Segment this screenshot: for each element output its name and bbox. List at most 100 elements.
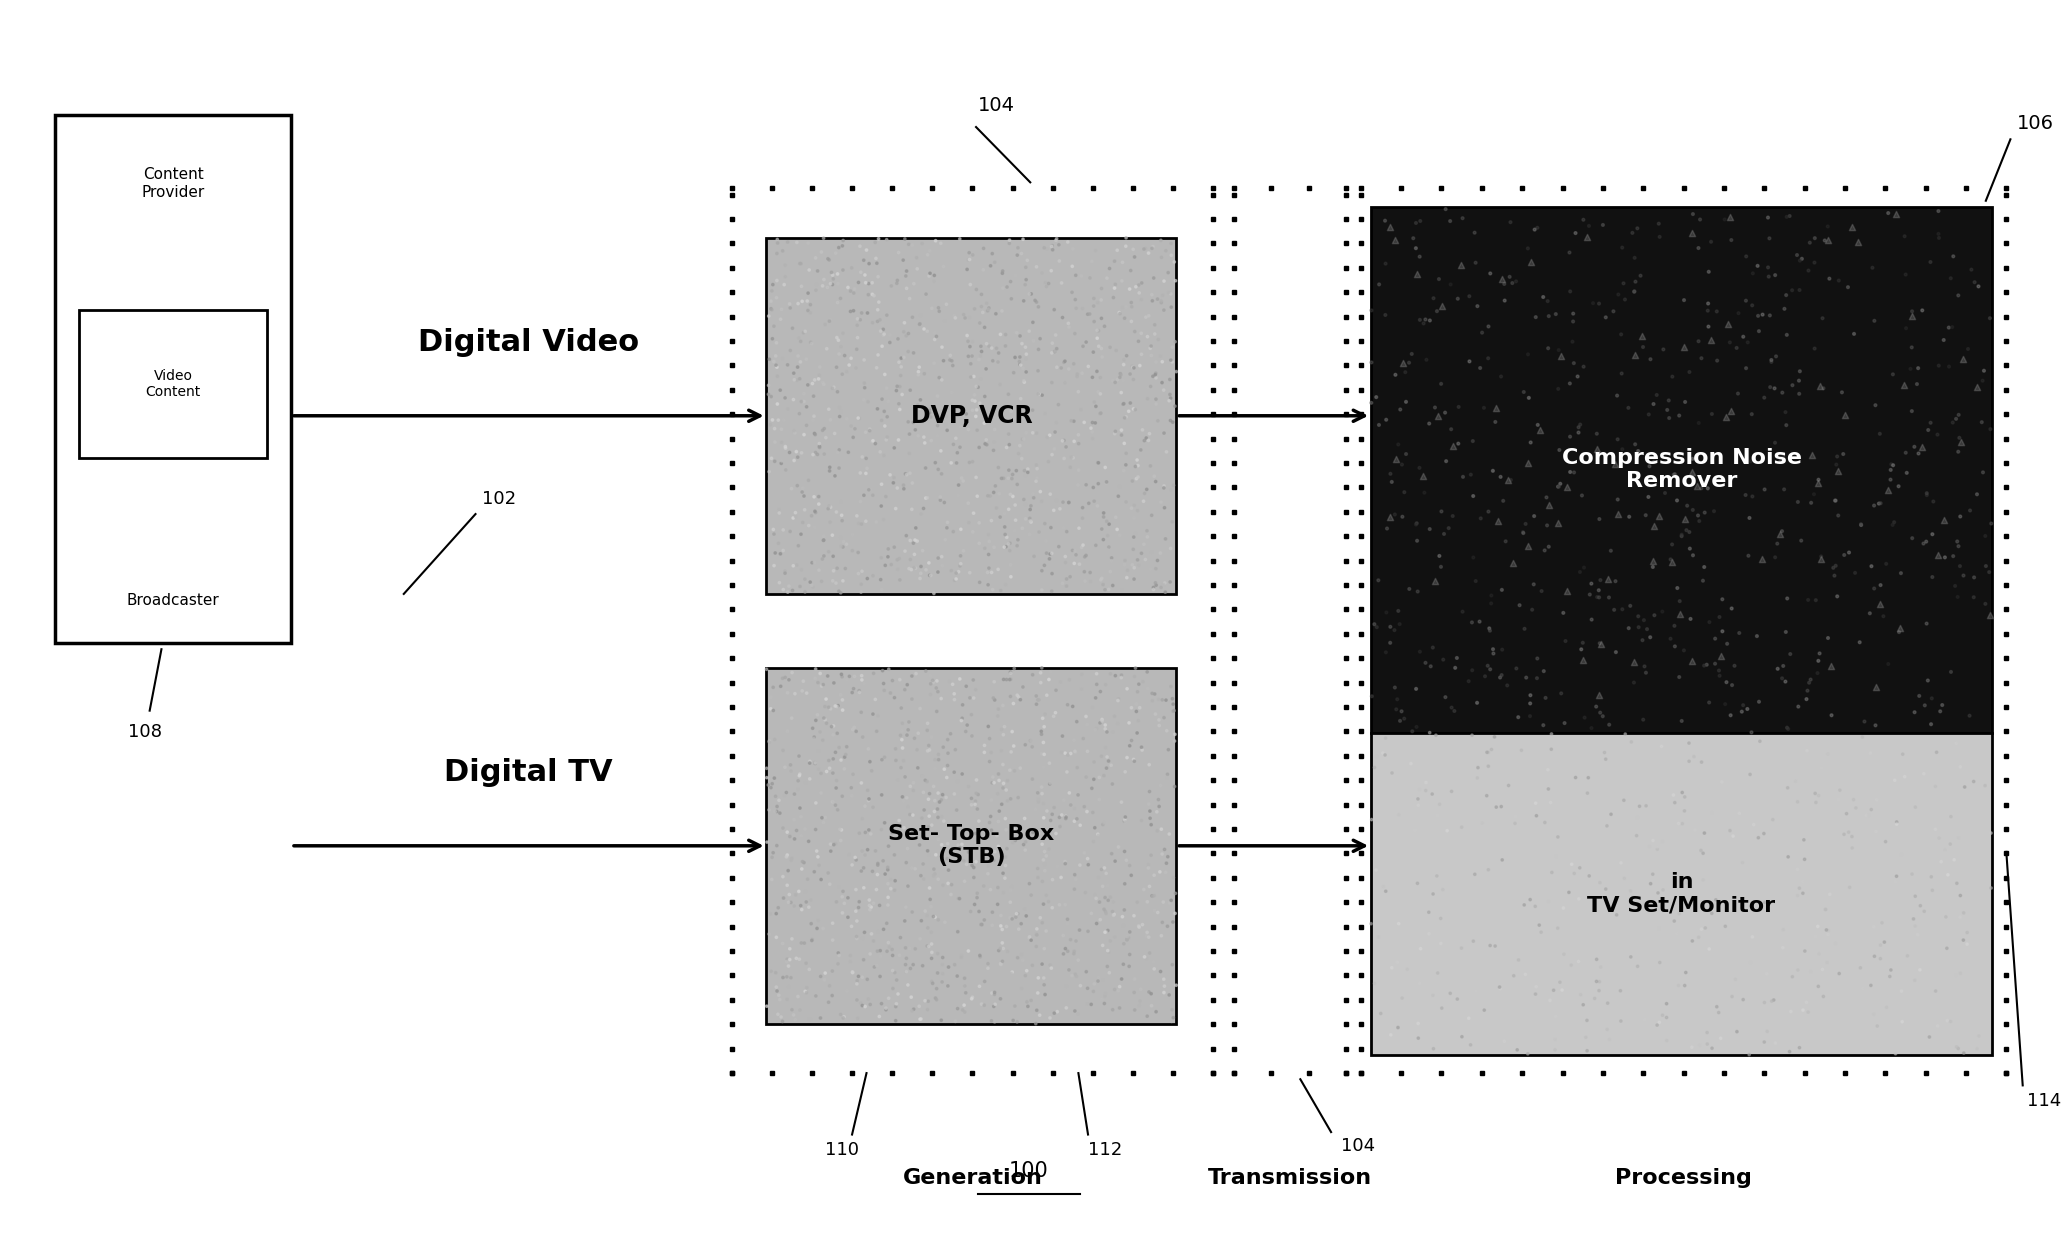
Point bbox=[1899, 917, 1932, 936]
Point bbox=[859, 841, 893, 861]
Point bbox=[1122, 991, 1156, 1011]
Text: Compression Noise
Remover: Compression Noise Remover bbox=[1562, 448, 1802, 491]
Point bbox=[971, 959, 1004, 978]
Point bbox=[816, 547, 849, 567]
Point bbox=[1009, 398, 1042, 418]
Point bbox=[1673, 522, 1707, 542]
Point bbox=[1027, 975, 1060, 995]
Point bbox=[938, 762, 971, 782]
Point bbox=[1427, 524, 1460, 544]
Point bbox=[1470, 785, 1504, 805]
Point bbox=[791, 870, 824, 889]
Point bbox=[982, 699, 1015, 719]
Point bbox=[752, 307, 785, 327]
Point bbox=[1009, 349, 1042, 369]
Point bbox=[1709, 209, 1742, 229]
Point bbox=[926, 338, 959, 357]
Point bbox=[973, 845, 1007, 865]
Text: Processing: Processing bbox=[1615, 1168, 1752, 1188]
Point bbox=[1135, 376, 1168, 396]
Point bbox=[837, 962, 870, 982]
Point bbox=[930, 518, 963, 538]
Point bbox=[930, 512, 963, 532]
Point bbox=[1675, 461, 1709, 481]
Point bbox=[1970, 526, 2003, 546]
Point bbox=[1013, 285, 1046, 304]
Point bbox=[768, 668, 801, 688]
Point bbox=[868, 919, 901, 939]
Point bbox=[1891, 946, 1924, 966]
Point bbox=[1075, 418, 1108, 438]
Point bbox=[816, 571, 849, 591]
Point bbox=[917, 673, 951, 693]
Point bbox=[1145, 844, 1178, 863]
Point bbox=[1487, 491, 1520, 511]
Point bbox=[772, 884, 806, 904]
Point bbox=[917, 266, 951, 286]
Point bbox=[1609, 289, 1642, 309]
Point bbox=[893, 559, 926, 579]
Point bbox=[998, 996, 1031, 1016]
Point bbox=[913, 266, 946, 286]
Point bbox=[1733, 952, 1767, 972]
Point bbox=[1729, 246, 1762, 266]
Point bbox=[888, 897, 922, 917]
Point bbox=[812, 277, 845, 297]
Point bbox=[1410, 773, 1443, 793]
Point bbox=[812, 751, 845, 771]
Point bbox=[1574, 585, 1607, 605]
Point bbox=[824, 685, 857, 705]
Point bbox=[1122, 917, 1156, 936]
Point bbox=[1058, 742, 1091, 762]
Point bbox=[1731, 699, 1764, 719]
Point bbox=[934, 560, 967, 580]
Point bbox=[1023, 522, 1056, 542]
Point bbox=[946, 851, 980, 871]
Point bbox=[824, 528, 857, 548]
Point bbox=[806, 677, 839, 696]
Point bbox=[1013, 500, 1046, 520]
Point bbox=[781, 448, 814, 468]
Point bbox=[1802, 663, 1835, 683]
Point bbox=[1564, 414, 1597, 434]
Point bbox=[1601, 905, 1634, 925]
Point bbox=[1116, 357, 1149, 377]
Point bbox=[1729, 359, 1762, 379]
Point bbox=[1145, 819, 1178, 839]
Point bbox=[855, 432, 888, 452]
Point bbox=[785, 826, 818, 846]
Point bbox=[1864, 575, 1897, 595]
Point bbox=[1087, 317, 1120, 336]
Point bbox=[1402, 1028, 1435, 1048]
Point bbox=[936, 356, 969, 376]
Point bbox=[754, 961, 787, 981]
Point bbox=[917, 802, 951, 821]
Point bbox=[891, 975, 924, 995]
Point bbox=[1675, 204, 1709, 224]
Point bbox=[1624, 266, 1657, 286]
Point bbox=[1116, 539, 1149, 559]
Point bbox=[766, 541, 799, 560]
Point bbox=[764, 319, 797, 339]
Point bbox=[1381, 805, 1414, 825]
Point bbox=[1158, 396, 1191, 416]
Point bbox=[859, 689, 893, 709]
Point bbox=[1957, 588, 1990, 607]
Point bbox=[793, 303, 826, 323]
Point bbox=[808, 375, 841, 395]
Point bbox=[978, 773, 1011, 793]
Point bbox=[1520, 307, 1553, 327]
Point bbox=[1036, 236, 1069, 256]
Point bbox=[1392, 579, 1425, 599]
Point bbox=[1667, 976, 1700, 996]
Point bbox=[1373, 218, 1406, 238]
Point bbox=[1116, 357, 1149, 377]
Point bbox=[1089, 268, 1122, 288]
Point bbox=[1545, 980, 1578, 999]
Point bbox=[905, 541, 938, 560]
Point bbox=[837, 283, 870, 303]
Point bbox=[1379, 449, 1412, 469]
Point bbox=[1775, 375, 1808, 395]
Point bbox=[764, 1007, 797, 1027]
Point bbox=[779, 507, 812, 527]
